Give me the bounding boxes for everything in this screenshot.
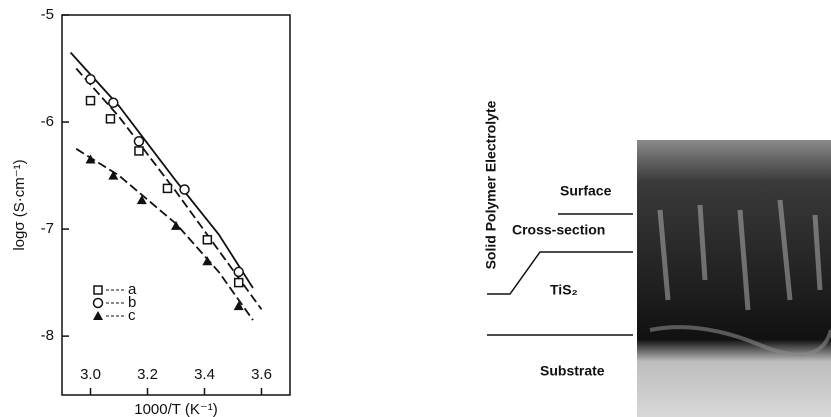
plot-frame [61,14,291,396]
tis2-label: TiS₂ [550,282,578,298]
y-tick-label: -8 [41,327,54,344]
legend-label: b [128,294,136,311]
cross-section-label: Cross-section [512,222,605,238]
marker [108,170,119,180]
marker [108,97,119,109]
marker [85,154,96,164]
x-tick-label: 3.0 [80,366,101,383]
marker [162,183,173,194]
marker [105,114,116,124]
marker [136,195,147,205]
legend-marker [92,297,104,309]
y-tick-label: -5 [41,6,54,23]
legend-marker [93,311,103,320]
legend-marker [93,285,103,295]
fit-line [75,148,254,321]
fit-line [69,51,254,289]
surface-label: Surface [560,183,612,199]
y-tick-label: -6 [41,113,54,130]
marker [133,136,145,147]
marker [85,95,96,106]
marker [171,220,181,230]
marker [179,184,190,195]
sem-image [637,140,831,417]
y-tick-label: -7 [41,220,54,237]
legend-label: c [128,307,136,324]
y-axis-label: logσ (S·cm⁻¹) [11,159,28,250]
fit-line [75,67,263,310]
marker [85,73,96,85]
marker [233,301,244,311]
substrate-label: Substrate [540,363,605,379]
legend-label: a [128,281,137,298]
marker [233,266,244,278]
x-tick-label: 3.6 [251,366,272,383]
x-tick-label: 3.2 [137,366,158,383]
marker [233,277,244,288]
marker [202,256,213,266]
x-tick-label: 3.4 [194,366,215,383]
side-label: Solid Polymer Electrolyte [483,100,499,269]
marker [202,235,213,245]
x-axis-label: 1000/T (K⁻¹) [134,401,218,417]
marker [134,146,144,156]
diagram-lines [487,213,633,336]
